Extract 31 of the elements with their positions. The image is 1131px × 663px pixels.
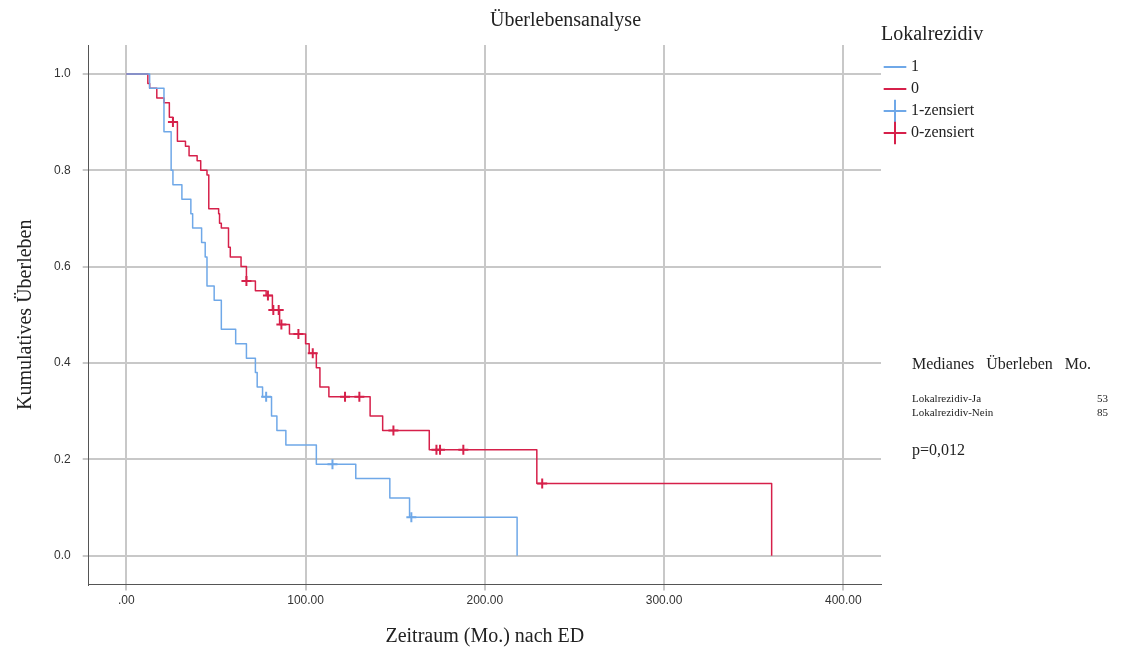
x-tick-label: 300.00 [645,593,683,608]
legend-label: 1-zensiert [911,101,975,119]
y-tick-label: 0.0 [53,548,71,563]
point [275,318,288,331]
legend-label: 1 [911,57,919,75]
y-tick-label: 0.6 [53,258,71,273]
x-tick-label: 200.00 [466,593,504,608]
legend-title: Lokalrezidiv [881,22,984,45]
chart-title: Überlebensanalyse [489,8,642,32]
legend-label: 0 [911,79,919,97]
x-tick-label: .00 [117,593,135,608]
text: Medianes Überleben Mo. [912,355,1093,373]
point [536,477,549,490]
text: p=0,012 [912,441,967,459]
y-tick-label: 0.2 [53,451,71,466]
text: Lokalrezidiv-Ja [912,391,983,405]
y-axis-title: Kumulatives Überleben [13,219,36,411]
text: 85 [1097,405,1108,419]
point [387,424,400,437]
y-tick-label: 0.8 [53,162,71,177]
x-tick-label: 100.00 [287,593,325,608]
point [261,289,274,302]
x-tick-label: 400.00 [825,593,863,608]
x-axis-title: Zeitraum (Mo.) nach ED [385,624,585,648]
y-tick-label: 1.0 [53,66,71,81]
point [457,443,470,456]
legend-label: 0-zensiert [911,123,975,141]
point [353,390,366,403]
text: 53 [1097,391,1108,405]
text: Lokalrezidiv-Nein [912,405,995,419]
y-tick-label: 0.4 [53,355,71,370]
